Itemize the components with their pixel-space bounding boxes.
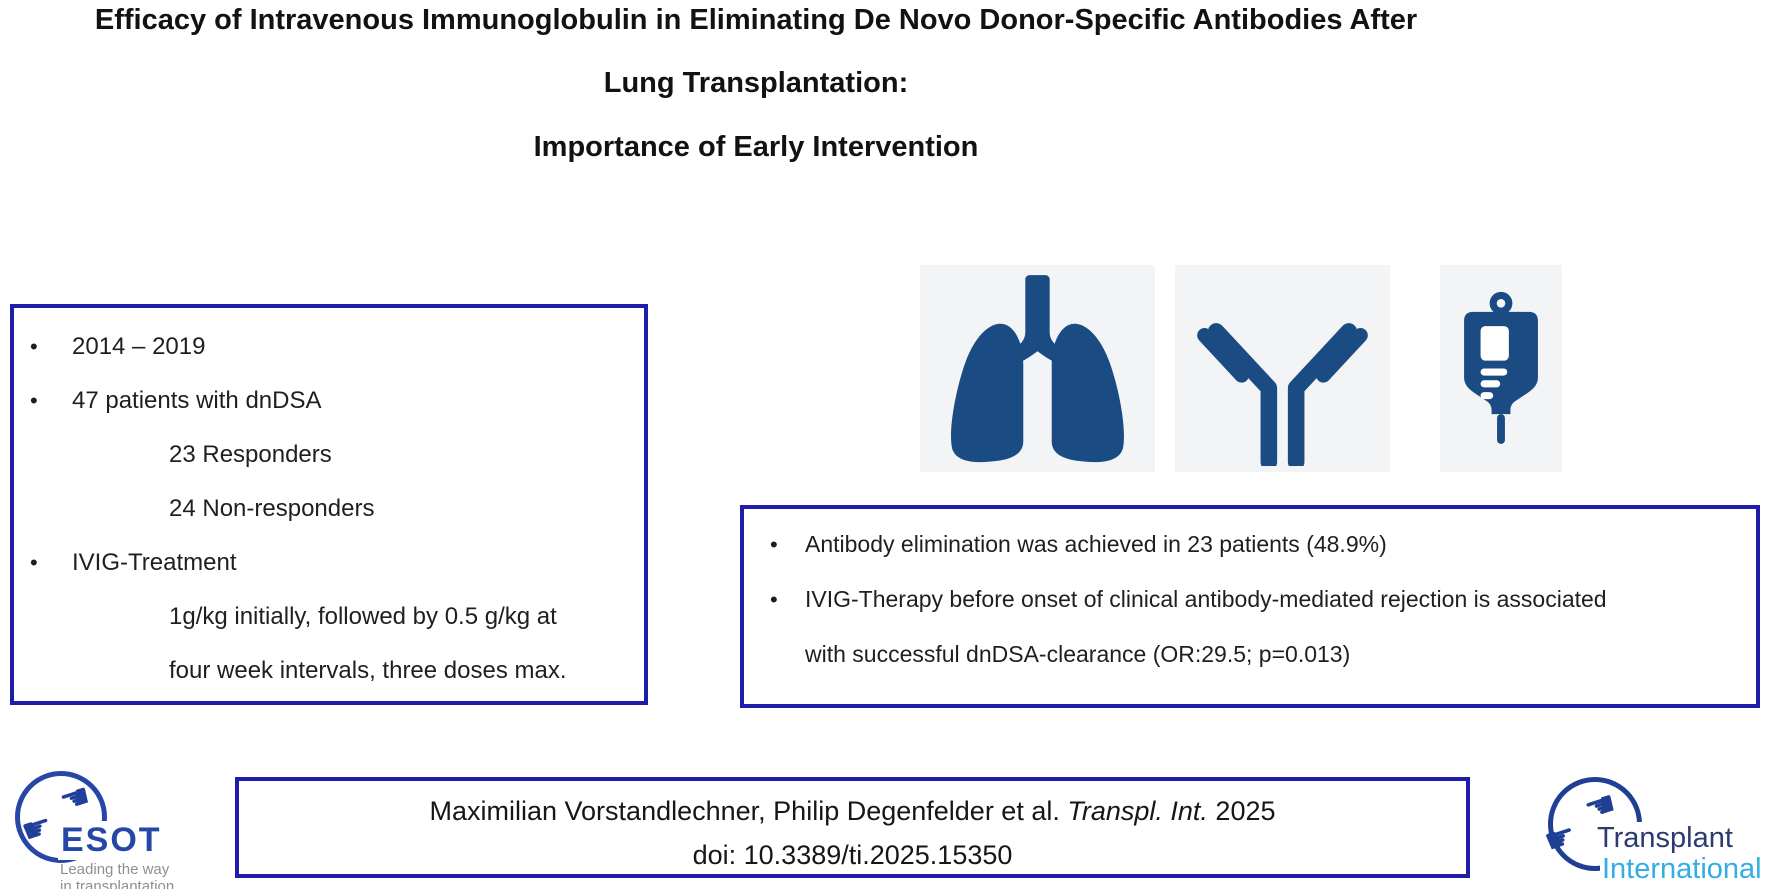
study-subitem: four week intervals, three doses max.	[14, 644, 644, 698]
results-box: • Antibody elimination was achieved in 2…	[740, 505, 1760, 708]
transplant-international-logo: ☛ ☚ Transplant International	[1539, 772, 1772, 889]
citation-journal: Transpl. Int.	[1067, 796, 1208, 826]
results-item-label: IVIG-Therapy before onset of clinical an…	[805, 586, 1607, 612]
study-item: • IVIG-Treatment	[14, 536, 644, 590]
title-line-2: Lung Transplantation:	[603, 67, 909, 99]
esot-circle: ☛ ☚	[15, 771, 107, 863]
title-line-3: Importance of Early Intervention	[533, 131, 979, 163]
hand-pointing-right-icon: ☛	[1539, 815, 1582, 863]
results-item-label: Antibody elimination was achieved in 23 …	[805, 531, 1387, 557]
title-line-1: Efficacy of Intravenous Immunoglobulin i…	[94, 4, 1418, 36]
lungs-icon	[951, 275, 1124, 463]
esot-tagline-line1: Leading the way	[60, 861, 170, 878]
results-item: • IVIG-Therapy before onset of clinical …	[744, 572, 1756, 627]
study-subitem: 24 Non-responders	[14, 482, 644, 536]
esot-logo: ☛ ☚ ESOT Leading the way in transplantat…	[0, 765, 215, 889]
study-item-label: 23 Responders	[169, 441, 332, 468]
results-item-label: with successful dnDSA-clearance (OR:29.5…	[805, 641, 1351, 667]
results-item-continuation: with successful dnDSA-clearance (OR:29.5…	[744, 627, 1756, 682]
hand-pointing-right-icon: ☛	[16, 805, 58, 853]
bullet-icon: •	[30, 388, 38, 413]
study-item: • 47 patients with dnDSA	[14, 374, 644, 428]
citation-authors: Maximilian Vorstandlechner, Philip Degen…	[429, 796, 1068, 826]
iv-bag-icon	[1464, 291, 1538, 444]
citation-line-1: Maximilian Vorstandlechner, Philip Degen…	[239, 789, 1466, 833]
ti-wordmark-transplant: Transplant	[1595, 822, 1735, 855]
study-item-label: 47 patients with dnDSA	[72, 387, 322, 414]
icon-tile-antibody	[1175, 265, 1390, 472]
icon-tile-lungs	[920, 265, 1155, 472]
esot-tagline-line2: in transplantation	[60, 878, 175, 889]
bullet-icon: •	[30, 334, 38, 359]
citation-doi: doi: 10.3389/ti.2025.15350	[692, 840, 1013, 870]
citation-box: Maximilian Vorstandlechner, Philip Degen…	[235, 777, 1470, 878]
results-item: • Antibody elimination was achieved in 2…	[744, 517, 1756, 572]
citation-year: 2025	[1207, 796, 1276, 826]
study-item-label: four week intervals, three doses max.	[169, 657, 567, 684]
esot-wordmark: ESOT	[58, 821, 165, 860]
study-item-label: 2014 – 2019	[72, 333, 206, 360]
bullet-icon: •	[770, 586, 778, 612]
study-item-label: 1g/kg initially, followed by 0.5 g/kg at	[169, 603, 557, 630]
ti-wordmark-international: International	[1600, 853, 1764, 886]
hand-pointing-left-icon: ☚	[54, 775, 96, 823]
bullet-icon: •	[770, 531, 778, 557]
bullet-icon: •	[30, 550, 38, 575]
study-item-label: IVIG-Treatment	[72, 549, 237, 576]
icon-tile-iv-bag	[1440, 265, 1562, 472]
study-item-label: 24 Non-responders	[169, 495, 375, 522]
study-box: • 2014 – 2019 • 47 patients with dnDSA 2…	[10, 304, 648, 705]
study-subitem: 23 Responders	[14, 428, 644, 482]
antibody-icon	[1197, 323, 1368, 466]
study-subitem: 1g/kg initially, followed by 0.5 g/kg at	[14, 590, 644, 644]
study-item: • 2014 – 2019	[14, 320, 644, 374]
